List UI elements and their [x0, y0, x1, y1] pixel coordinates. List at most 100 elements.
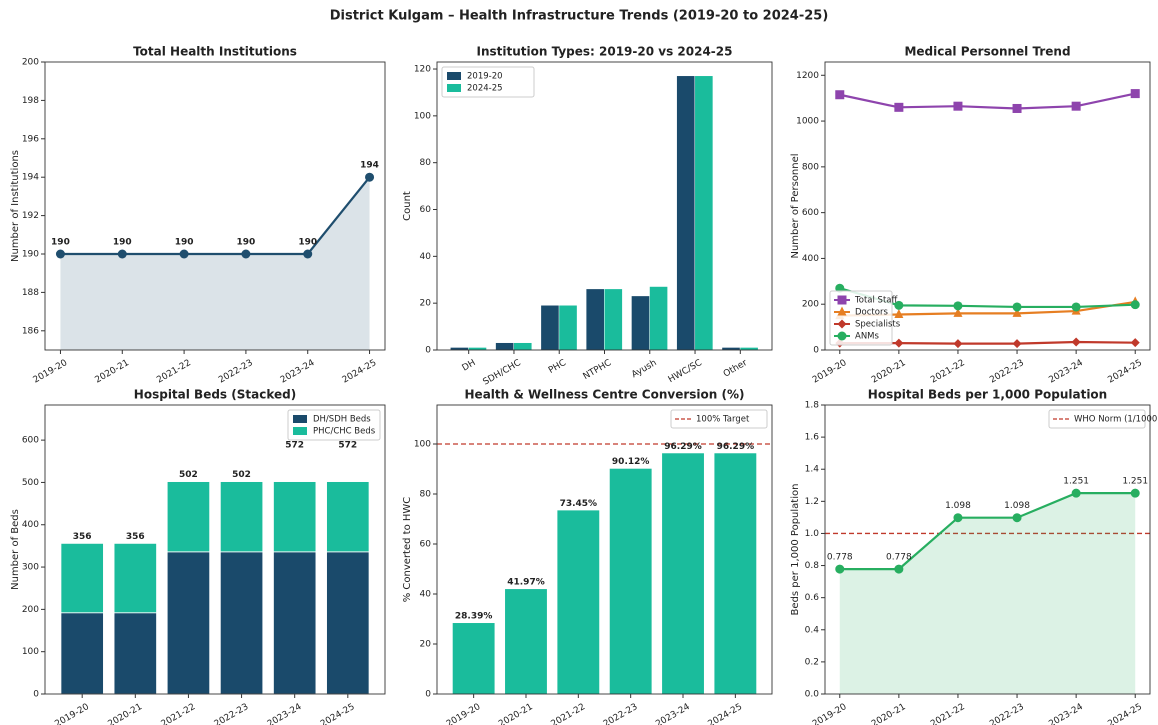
x-tick-label: Ayush [630, 358, 658, 380]
y-tick-label: 600 [802, 208, 819, 218]
y-tick-label: 400 [22, 520, 39, 530]
y-tick-label: 196 [22, 134, 39, 144]
y-tick-label: 0.4 [805, 625, 820, 635]
panel: Hospital Beds (Stacked) Number of Beds 0 10… [10, 388, 386, 725]
x-tick-label: 2024-25 [1106, 702, 1144, 725]
bar [559, 305, 577, 350]
bar [631, 296, 650, 350]
x-tick-label: 2020-21 [870, 358, 908, 385]
legend-swatch [293, 427, 307, 435]
bar [740, 347, 758, 350]
panel-title: Health & Wellness Centre Conversion (%) [465, 388, 745, 402]
bar [468, 347, 487, 350]
total-label: 356 [126, 532, 145, 542]
bar [513, 342, 532, 350]
bar-segment [113, 542, 157, 614]
total-label: 502 [179, 470, 198, 480]
marker [365, 172, 375, 182]
y-tick-label: 1.8 [805, 401, 820, 411]
x-tick-label: 2021-22 [160, 702, 198, 725]
data-label: 190 [298, 238, 317, 248]
data-label: 190 [51, 238, 70, 248]
x-tick-label: 2023-24 [1047, 358, 1085, 386]
axes-frame [824, 61, 1151, 351]
bar [676, 76, 695, 351]
x-tick-label: 2021-22 [929, 702, 967, 725]
x-tick-label: 2021-22 [550, 702, 588, 725]
y-tick-label: 40 [420, 252, 432, 262]
marker [835, 564, 845, 574]
marker [953, 339, 963, 349]
y-axis-label: Beds per 1,000 Population [790, 484, 801, 616]
marker [1071, 302, 1081, 312]
legend-box [670, 409, 768, 429]
marker [1130, 338, 1140, 348]
y-tick-label: 1.0 [805, 529, 820, 539]
y-tick-label: 200 [802, 300, 819, 310]
panel: Medical Personnel Trend Number of Personn… [790, 45, 1151, 386]
bar-segment [326, 481, 370, 553]
legend-label: Total Staff [854, 296, 898, 306]
x-tick-label: 2023-24 [1047, 702, 1085, 725]
legend-label: ANMs [855, 332, 880, 342]
y-tick-label: 80 [420, 158, 432, 168]
y-tick-label: 0.6 [805, 593, 820, 603]
marker [953, 513, 963, 523]
data-label: 1.098 [945, 501, 971, 511]
y-tick-label: 120 [414, 65, 431, 75]
bar [722, 347, 740, 350]
bar-segment [273, 551, 317, 695]
y-tick-label: 1.4 [805, 465, 820, 475]
x-tick-label: SDH/CHC [482, 358, 523, 388]
y-tick-label: 0 [425, 346, 431, 356]
y-tick-label: 0 [813, 346, 819, 356]
x-tick-label: 2020-21 [870, 702, 908, 725]
marker [1071, 101, 1081, 111]
legend-label: PHC/CHC Beds [313, 427, 376, 437]
axes-frame [436, 404, 773, 695]
bar [695, 76, 713, 351]
y-tick-label: 1000 [796, 117, 819, 127]
total-label: 572 [285, 440, 304, 450]
panel: Hospital Beds per 1,000 Population Beds p… [790, 388, 1158, 725]
y-tick-label: 192 [22, 211, 39, 221]
data-label: 96.29% [717, 442, 755, 452]
marker [1071, 337, 1081, 347]
y-tick-label: 500 [22, 478, 39, 488]
marker [1071, 488, 1081, 498]
y-axis-label: Count [402, 191, 413, 221]
x-tick-label: 2019-20 [445, 702, 483, 725]
x-tick-label: 2022-23 [988, 702, 1026, 725]
marker [179, 249, 189, 259]
y-axis-label: Number of Personnel [790, 153, 801, 258]
total-label: 502 [232, 470, 251, 480]
axes-frame [44, 61, 386, 351]
y-tick-label: 80 [420, 490, 432, 500]
bar-segment [166, 551, 211, 695]
bar-segment [113, 612, 157, 695]
bar [495, 342, 514, 350]
suptitle: District Kulgam – Health Infrastructure … [330, 9, 829, 24]
bar [450, 347, 469, 350]
marker [1130, 300, 1140, 310]
marker [1012, 307, 1022, 317]
bar [714, 453, 757, 694]
data-label: 0.778 [827, 553, 853, 563]
marker [894, 309, 904, 319]
y-tick-label: 0 [425, 690, 431, 700]
data-label: 190 [237, 238, 256, 248]
marker [953, 301, 963, 311]
area [60, 177, 370, 350]
marker [117, 249, 127, 259]
y-tick-label: 200 [22, 605, 39, 615]
legend-swatch [293, 415, 307, 423]
y-axis-label: Number of Beds [10, 509, 21, 590]
bar [557, 510, 600, 694]
marker [894, 564, 904, 574]
y-tick-label: 190 [22, 250, 39, 260]
panel-title: Total Health Institutions [133, 45, 297, 59]
x-tick-label: DH [461, 358, 478, 374]
y-tick-label: 60 [420, 205, 432, 215]
line [839, 92, 1136, 110]
y-tick-label: 60 [420, 540, 432, 550]
